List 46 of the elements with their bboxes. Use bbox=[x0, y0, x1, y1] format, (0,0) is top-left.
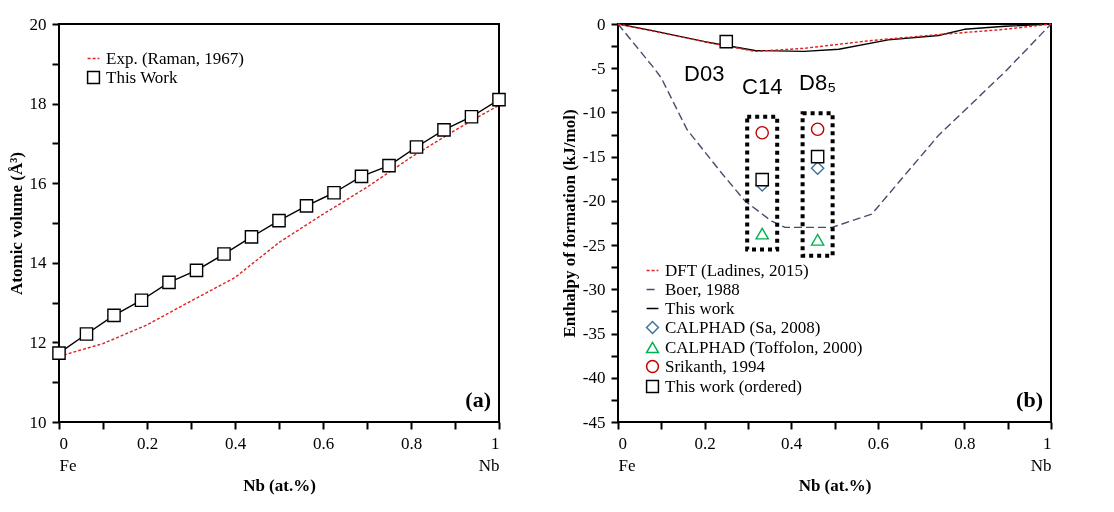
y-tick-label: -10 bbox=[582, 102, 606, 122]
legend-label: This work bbox=[665, 298, 735, 318]
x-tick-label: 0.4 bbox=[781, 433, 803, 453]
legend-label: This work (ordered) bbox=[665, 376, 802, 396]
annotation: (a) bbox=[465, 387, 491, 412]
x-tick-label: 0.8 bbox=[400, 433, 423, 453]
legend-label: DFT (Ladines, 2015) bbox=[665, 260, 809, 280]
x-tick-label: 1 Nb bbox=[1030, 433, 1052, 475]
x-tick-label: 0 Fe bbox=[618, 433, 636, 475]
x-tick-label: 1 Nb bbox=[478, 433, 500, 475]
x-tick-label: 0.8 bbox=[954, 433, 976, 453]
y-tick-label: 16 bbox=[29, 173, 47, 193]
y-tick-label: 14 bbox=[29, 253, 47, 273]
x-tick-label: 0.6 bbox=[312, 433, 335, 453]
y-tick-label: 20 bbox=[29, 14, 47, 34]
x-axis-title: Nb (at.%) bbox=[798, 475, 872, 495]
legend-label: Exp. (Raman, 1967) bbox=[106, 48, 244, 68]
y-tick-label: -5 bbox=[591, 58, 606, 78]
y-axis-title: Enthalpy of formation (kJ/mol) bbox=[559, 109, 579, 338]
legend-label: This Work bbox=[106, 67, 179, 87]
annotation: D03 bbox=[684, 60, 725, 86]
legend-label: Srikanth, 1994 bbox=[665, 356, 766, 376]
y-tick-label: -15 bbox=[582, 147, 606, 167]
y-tick-label: -35 bbox=[582, 324, 606, 344]
x-tick-label: 0.2 bbox=[694, 433, 716, 453]
x-tick-label: 0 Fe bbox=[59, 433, 77, 475]
annotation: D8₅ bbox=[799, 70, 837, 96]
y-tick-label: -40 bbox=[582, 368, 606, 388]
y-tick-label: -30 bbox=[582, 279, 606, 299]
legend-label: Boer, 1988 bbox=[665, 279, 740, 299]
y-tick-label: 0 bbox=[597, 14, 606, 34]
legend-label: CALPHAD (Sa, 2008) bbox=[665, 317, 821, 337]
y-tick-label: 12 bbox=[29, 332, 47, 352]
x-tick-label: 0.6 bbox=[867, 433, 889, 453]
y-tick-label: 10 bbox=[29, 412, 47, 432]
y-tick-label: -25 bbox=[582, 235, 606, 255]
x-tick-label: 0.2 bbox=[136, 433, 159, 453]
y-tick-label: -45 bbox=[582, 412, 606, 432]
x-tick-label: 0.4 bbox=[224, 433, 247, 453]
y-tick-label: 18 bbox=[29, 94, 47, 114]
annotation: C14 bbox=[742, 73, 783, 99]
y-axis-title: Atomic volume (Å³) bbox=[6, 152, 26, 295]
annotation: (b) bbox=[1016, 387, 1043, 412]
legend-label: CALPHAD (Toffolon, 2000) bbox=[665, 337, 863, 357]
x-axis-title: Nb (at.%) bbox=[243, 475, 316, 495]
y-tick-label: -20 bbox=[582, 191, 606, 211]
